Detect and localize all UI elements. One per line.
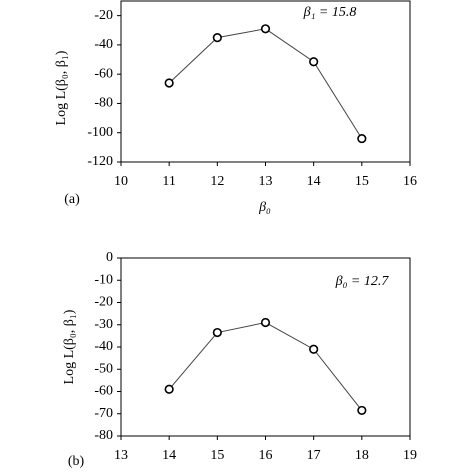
y-tick-label: -40 <box>94 37 113 52</box>
data-point <box>309 57 319 67</box>
x-tick-label: 13 <box>259 174 273 189</box>
y-tick-label: -60 <box>94 66 113 81</box>
data-point <box>357 405 367 416</box>
y-tick-label: -100 <box>87 125 113 140</box>
y-tick-label: -80 <box>94 96 113 111</box>
x-tick-label: 15 <box>210 448 224 463</box>
panel-label: (a) <box>64 192 80 207</box>
x-tick-label: 13 <box>114 448 128 463</box>
y-tick-label: -20 <box>94 295 113 310</box>
data-point <box>260 24 271 34</box>
x-tick-label: 12 <box>210 174 224 189</box>
y-tick-label: -10 <box>94 272 113 287</box>
annotation: β₀ = 12.7 <box>335 274 390 289</box>
data-point <box>212 32 222 43</box>
data-point <box>164 78 174 88</box>
y-tick-label: -120 <box>87 154 113 169</box>
data-point <box>260 317 271 328</box>
x-tick-label: 17 <box>307 448 321 463</box>
x-tick-label: 16 <box>259 448 273 463</box>
x-tick-label: 10 <box>114 174 128 189</box>
x-tick-label: 14 <box>307 174 321 189</box>
y-axis-label: Log L(β₀, β₁) <box>54 50 69 125</box>
y-tick-label: -70 <box>94 406 113 421</box>
data-line <box>168 321 363 411</box>
y-tick-label: -80 <box>94 428 113 443</box>
x-axis-label: β₀ <box>258 200 271 215</box>
y-tick-label: -20 <box>94 8 113 23</box>
data-point <box>212 327 222 338</box>
x-tick-label: 16 <box>403 174 417 189</box>
y-tick-label: 0 <box>106 250 113 265</box>
x-tick-label: 15 <box>355 174 369 189</box>
x-tick-label: 14 <box>162 448 176 463</box>
y-tick-label: -50 <box>94 361 113 376</box>
data-point <box>164 384 174 394</box>
annotation: β₁ = 15.8 <box>303 5 357 20</box>
data-point <box>309 344 319 354</box>
y-tick-label: -30 <box>94 317 113 332</box>
x-tick-label: 19 <box>403 448 417 463</box>
data-line <box>168 28 363 139</box>
data-point <box>357 133 367 144</box>
y-tick-label: -40 <box>94 339 113 354</box>
panel-label: (b) <box>68 454 85 469</box>
y-tick-label: -60 <box>94 384 113 399</box>
x-tick-label: 18 <box>355 448 369 463</box>
y-axis-label: Log L(β₀, β₁) <box>62 309 77 384</box>
x-tick-label: 11 <box>162 174 175 189</box>
